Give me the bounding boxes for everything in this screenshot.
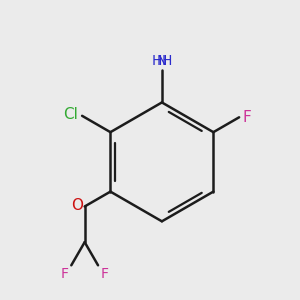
- Text: Cl: Cl: [63, 107, 78, 122]
- Text: H: H: [162, 54, 172, 68]
- Text: O: O: [71, 198, 83, 213]
- Text: F: F: [242, 110, 251, 125]
- Text: N: N: [157, 54, 167, 68]
- Text: F: F: [100, 267, 108, 281]
- Text: H: H: [152, 54, 162, 68]
- Text: F: F: [61, 267, 69, 281]
